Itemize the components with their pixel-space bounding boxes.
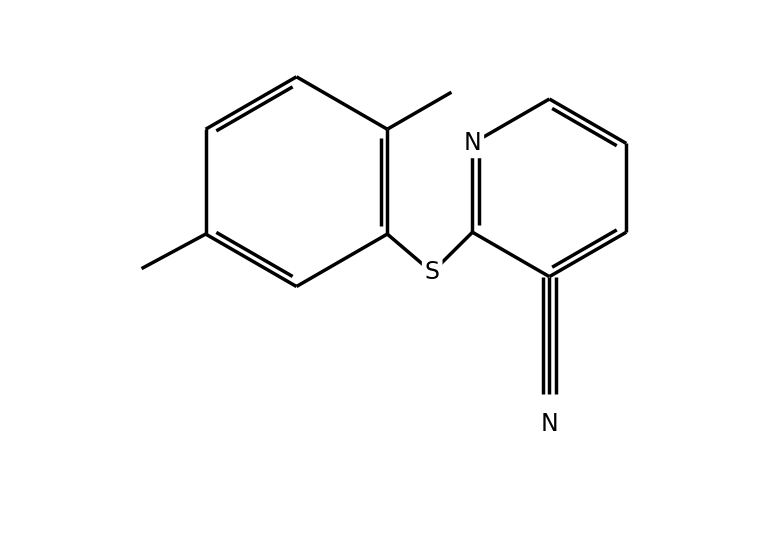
Text: N: N: [541, 412, 559, 436]
Text: N: N: [464, 131, 482, 155]
Text: S: S: [425, 260, 440, 284]
